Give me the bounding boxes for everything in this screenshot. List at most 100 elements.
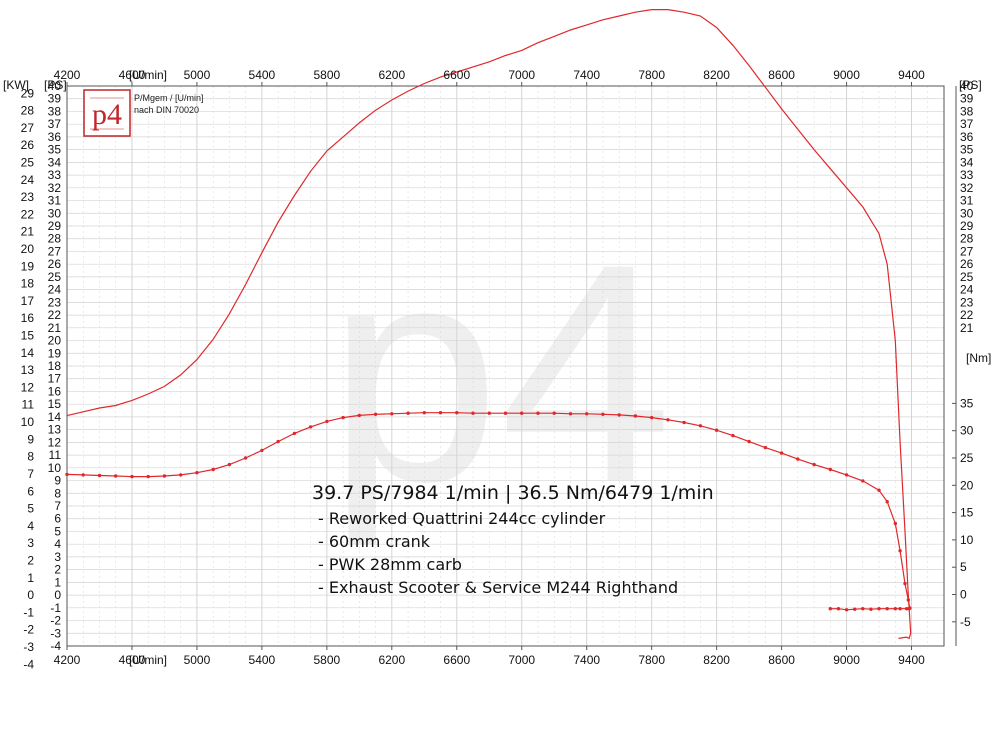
ps-tick-label-left: 20 <box>48 334 62 348</box>
torque-point <box>682 420 686 425</box>
ps-tick-label-right: 35 <box>960 143 974 157</box>
torque-point <box>869 607 873 611</box>
ps-tick-label-left: 16 <box>48 384 62 398</box>
torque-point <box>195 471 199 475</box>
torque-point <box>276 439 280 444</box>
kw-tick-label: 9 <box>27 432 34 446</box>
p4-logo: p4 <box>83 89 131 137</box>
torque-point <box>552 411 556 415</box>
kw-tick-label: 20 <box>21 242 35 256</box>
kw-tick-label: 22 <box>21 207 35 221</box>
ps-tick-label-left: 38 <box>48 104 62 118</box>
kw-tick-label: 18 <box>21 277 35 291</box>
x-tick-label-bottom: 6200 <box>378 653 405 667</box>
torque-point <box>308 425 313 429</box>
ps-tick-label-left: 25 <box>48 270 62 284</box>
kw-tick-label: 24 <box>21 173 35 187</box>
torque-point <box>666 418 670 422</box>
ps-tick-label-left: 37 <box>48 117 62 131</box>
ps-tick-label-right: 23 <box>960 295 974 309</box>
kw-tick-label: -1 <box>23 605 34 619</box>
nm-tick-label: 0 <box>960 588 967 602</box>
ps-tick-label-left: 4 <box>54 537 61 551</box>
torque-point <box>796 457 800 461</box>
ps-tick-label-left: 31 <box>48 194 62 208</box>
torque-point <box>585 412 589 416</box>
torque-point <box>763 445 768 450</box>
kw-tick-label: 5 <box>27 502 34 516</box>
x-tick-label-bottom: 4200 <box>54 653 81 667</box>
ps-tick-label-left: 23 <box>48 295 62 309</box>
ps-tick-label-right: 38 <box>960 104 974 118</box>
torque-point <box>227 462 232 467</box>
annotation-line-1: - Reworked Quattrini 244cc cylinder <box>318 509 606 528</box>
x-tick-label-bottom: 8600 <box>768 653 795 667</box>
x-tick-label-top: 5400 <box>249 68 276 82</box>
torque-point <box>812 462 816 467</box>
torque-point <box>487 411 491 415</box>
annotation-line-4: - Exhaust Scooter & Service M244 Rightha… <box>318 578 678 597</box>
x-tick-label-bottom: 8200 <box>703 653 730 667</box>
x-tick-label-bottom: 9400 <box>898 653 925 667</box>
kw-tick-label: -4 <box>23 657 34 671</box>
torque-point <box>877 607 881 611</box>
left-kw-unit-label: [KW] <box>3 78 29 92</box>
ps-tick-label-left: 11 <box>49 448 62 462</box>
kw-tick-label: -2 <box>23 623 34 637</box>
torque-point <box>844 473 849 477</box>
ps-tick-label-left: 27 <box>48 244 62 258</box>
x-tick-label-top: 9000 <box>833 68 860 82</box>
torque-point <box>292 431 297 436</box>
ps-tick-label-right: 28 <box>960 232 974 246</box>
ps-tick-label-left: 24 <box>48 283 62 297</box>
ps-tick-label-left: -3 <box>50 626 61 640</box>
ps-tick-label-right: 22 <box>960 308 974 322</box>
ps-tick-label-left: 7 <box>54 499 61 513</box>
torque-point <box>698 424 703 428</box>
ps-tick-label-left: 32 <box>48 181 62 195</box>
torque-point <box>779 451 784 455</box>
torque-point <box>885 607 889 611</box>
torque-point <box>714 428 719 432</box>
x-tick-label-top: 7800 <box>638 68 665 82</box>
torque-point <box>179 473 183 477</box>
ps-tick-label-left: 5 <box>54 524 61 538</box>
x-tick-label-top: 8200 <box>703 68 730 82</box>
torque-point <box>836 607 841 611</box>
torque-point <box>861 479 865 483</box>
kw-tick-label: 0 <box>27 588 34 602</box>
nm-tick-label: 25 <box>960 451 974 465</box>
torque-point <box>904 607 909 611</box>
torque-point <box>471 411 475 415</box>
kw-tick-label: 15 <box>21 329 35 343</box>
ps-tick-label-right: 25 <box>960 270 974 284</box>
torque-point <box>243 456 248 460</box>
torque-point <box>893 607 897 611</box>
kw-tick-label: 17 <box>21 294 35 308</box>
ps-tick-label-right: 40 <box>960 79 974 93</box>
torque-point <box>568 412 573 416</box>
torque-point <box>861 607 865 611</box>
x-tick-label-bottom: 5000 <box>184 653 211 667</box>
legend-line-2: nach DIN 70020 <box>134 105 199 115</box>
nm-tick-label: 30 <box>960 424 974 438</box>
kw-tick-label: 8 <box>27 450 34 464</box>
torque-point <box>341 415 345 420</box>
kw-tick-label: 27 <box>21 121 35 135</box>
nm-tick-label: 10 <box>960 533 974 547</box>
curves <box>65 9 912 640</box>
x-tick-label-top: 7000 <box>508 68 535 82</box>
kw-tick-label: 3 <box>27 536 34 550</box>
ps-tick-label-left: 1 <box>54 575 61 589</box>
ps-tick-label-left: 15 <box>48 397 62 411</box>
x-tick-label-top: 7400 <box>573 68 600 82</box>
torque-point <box>903 581 907 586</box>
kw-tick-label: 2 <box>27 553 34 567</box>
ps-tick-label-left: 39 <box>48 92 62 106</box>
ps-tick-label-left: 26 <box>48 257 62 271</box>
ps-tick-label-right: 37 <box>960 117 974 131</box>
ps-tick-label-right: 39 <box>960 92 974 106</box>
power-curve-line <box>66 9 912 640</box>
x-tick-label-top: 6200 <box>378 68 405 82</box>
kw-tick-label: 21 <box>21 225 35 239</box>
